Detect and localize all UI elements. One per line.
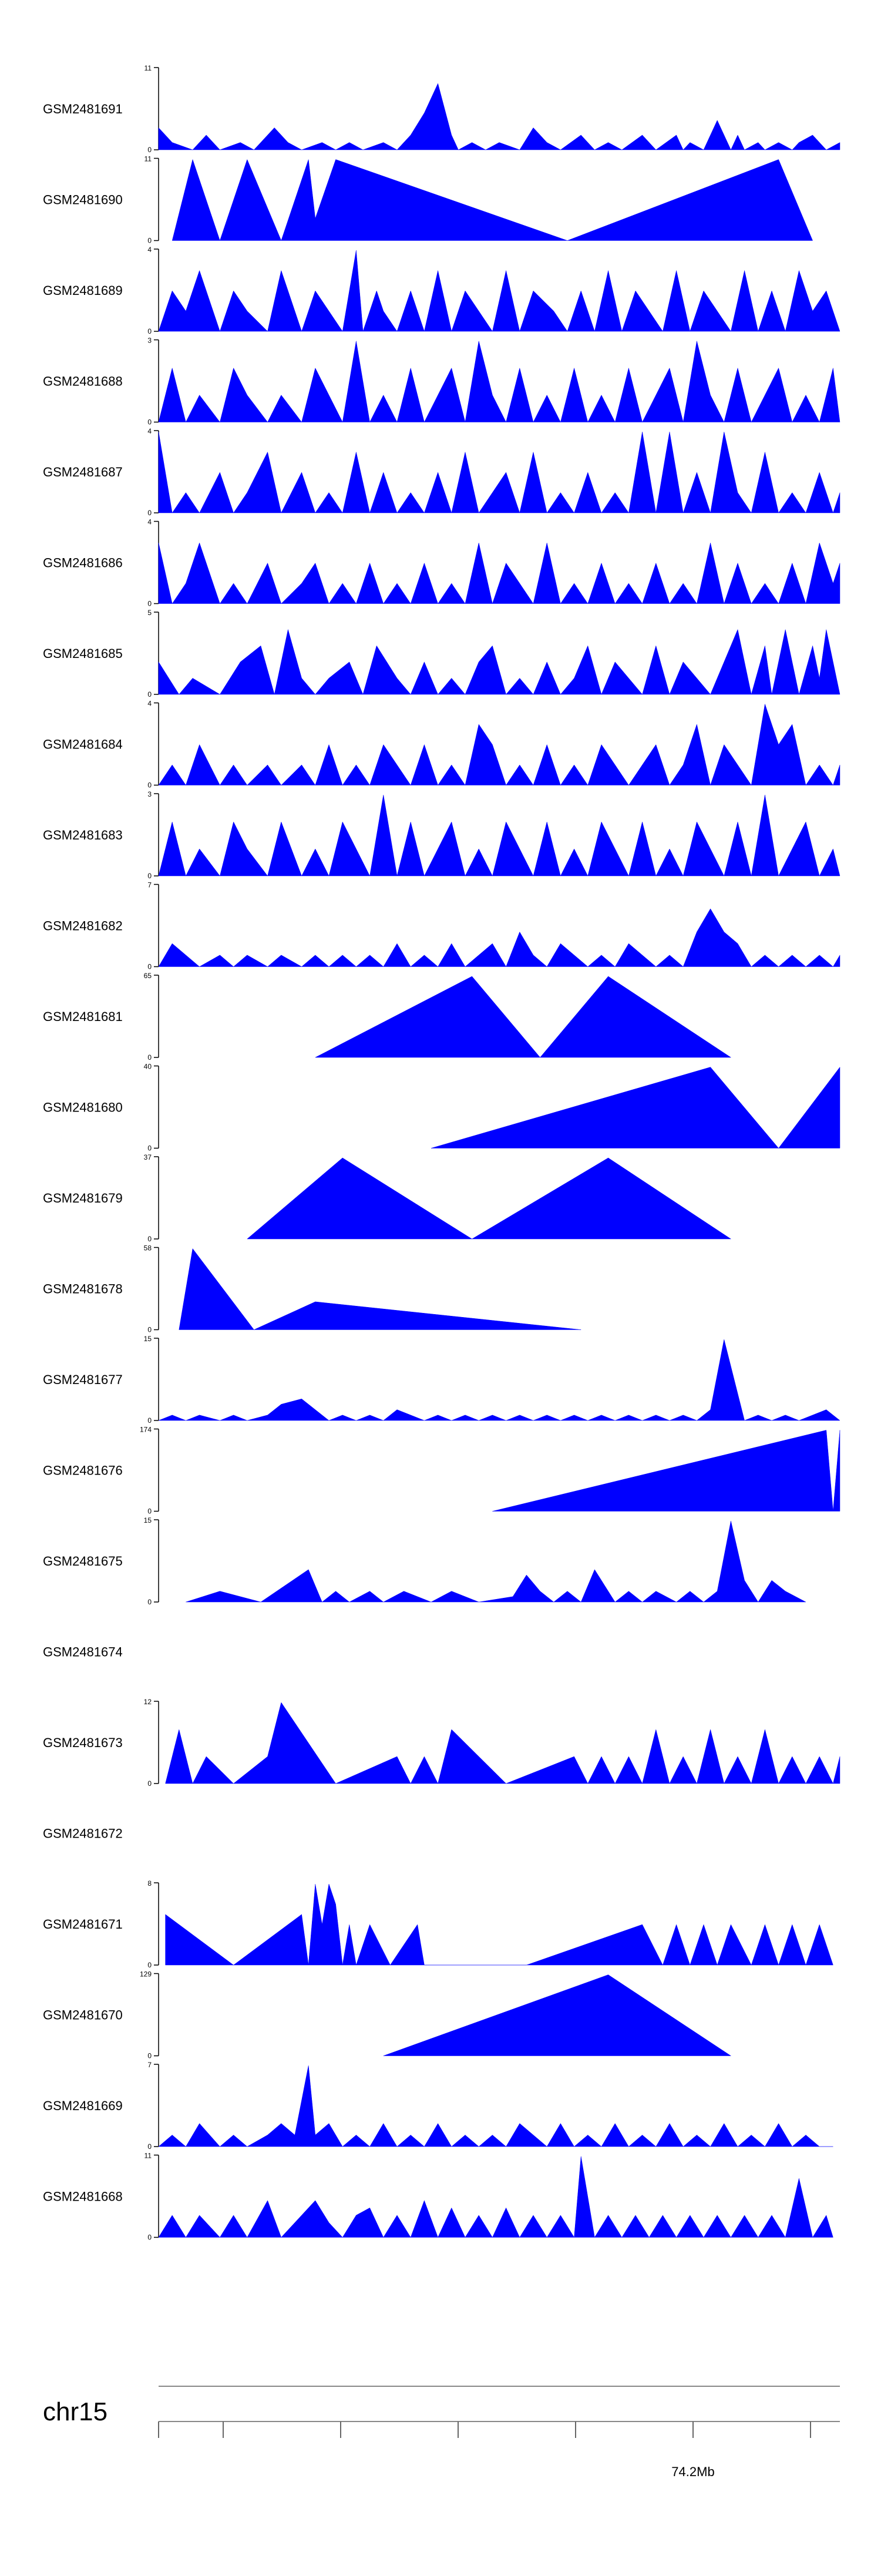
y-tick-label-min: 0 [147,1326,152,1334]
track-label: GSM2481689 [43,283,123,298]
track-area [158,794,840,876]
y-tick-label-max: 8 [147,1879,152,1888]
y-tick-label-max: 3 [147,337,152,345]
track-area [186,1520,806,1603]
track-label: GSM2481691 [43,102,123,116]
track-label: GSM2481668 [43,2189,123,2204]
y-tick-label-min: 0 [147,1053,152,1062]
track-label: GSM2481679 [43,1191,123,1205]
track-label: GSM2481674 [43,1645,123,1660]
track-area [492,1430,840,1512]
y-tick-label-max: 174 [140,1426,152,1434]
y-tick-label-min: 0 [147,600,152,608]
track-label: GSM2481677 [43,1372,123,1387]
track-label: GSM2481686 [43,556,123,570]
y-tick-label-max: 5 [147,609,152,617]
y-tick-label-min: 0 [147,1961,152,1969]
y-tick-label-max: 15 [144,1516,152,1524]
track-label: GSM2481680 [43,1100,123,1115]
y-tick-label-min: 0 [147,509,152,517]
y-tick-label-min: 0 [147,327,152,335]
track-area [247,1157,732,1240]
track-label: GSM2481673 [43,1735,123,1750]
track-area [158,629,840,695]
track-area [383,1974,732,2056]
y-tick-label-max: 12 [144,1698,152,1706]
y-tick-label-max: 37 [144,1153,152,1161]
track-area [431,1066,840,1148]
y-tick-label-min: 0 [147,1779,152,1788]
track-label: GSM2481683 [43,828,123,842]
y-tick-label-min: 0 [147,1235,152,1243]
y-tick-label-min: 0 [147,1416,152,1425]
track-label: GSM2481676 [43,1463,123,1478]
chromosome-label: chr15 [43,2397,107,2426]
track-area [165,1702,840,1784]
y-tick-label-max: 11 [144,155,152,163]
track-area [179,1248,581,1330]
track-area [158,83,840,150]
y-tick-label-max: 4 [147,427,152,435]
y-tick-label-min: 0 [147,872,152,880]
track-area [158,341,840,423]
y-tick-label-min: 0 [147,690,152,698]
y-tick-label-max: 11 [144,2152,152,2160]
track-area [158,250,840,332]
track-label: GSM2481670 [43,2008,123,2023]
track-area [158,1339,840,1421]
y-tick-label-min: 0 [147,2234,152,2242]
track-label: GSM2481682 [43,919,123,933]
y-tick-label-min: 0 [147,781,152,790]
y-tick-label-max: 3 [147,790,152,798]
y-tick-label-min: 0 [147,1144,152,1153]
track-area [158,431,840,513]
y-tick-label-min: 0 [147,237,152,245]
y-tick-label-min: 0 [147,963,152,971]
track-area [165,1883,833,1966]
y-tick-label-min: 0 [147,2142,152,2151]
track-area [172,159,813,241]
y-tick-label-max: 4 [147,700,152,708]
y-tick-label-min: 0 [147,1507,152,1516]
y-tick-label-max: 4 [147,246,152,254]
y-tick-label-max: 4 [147,518,152,526]
y-tick-label-max: 15 [144,1335,152,1343]
y-tick-label-min: 0 [147,146,152,154]
track-label: GSM2481672 [43,1826,123,1841]
y-tick-label-max: 129 [140,1970,152,1979]
track-label: GSM2481687 [43,465,123,479]
track-area [158,2156,833,2238]
track-area [315,976,732,1058]
y-tick-label-min: 0 [147,2052,152,2060]
track-area [158,2065,833,2147]
track-area [158,542,840,604]
track-label: GSM2481678 [43,1282,123,1297]
y-tick-label-max: 40 [144,1063,152,1071]
y-tick-label-max: 65 [144,972,152,980]
y-tick-label-max: 58 [144,1244,152,1252]
track-label: GSM2481688 [43,374,123,389]
track-label: GSM2481669 [43,2098,123,2113]
track-label: GSM2481684 [43,737,123,752]
track-area [158,908,840,968]
y-tick-label-max: 7 [147,881,152,889]
axis-tick-label: 74.2Mb [671,2464,714,2479]
track-label: GSM2481681 [43,1009,123,1024]
y-tick-label-min: 0 [147,1598,152,1606]
y-tick-label-max: 11 [144,64,152,72]
track-label: GSM2481685 [43,646,123,661]
track-area [158,704,840,786]
track-label: GSM2481671 [43,1917,123,1932]
y-tick-label-min: 0 [147,418,152,426]
track-label: GSM2481690 [43,193,123,207]
track-label: GSM2481675 [43,1554,123,1569]
y-tick-label-max: 7 [147,2061,152,2069]
